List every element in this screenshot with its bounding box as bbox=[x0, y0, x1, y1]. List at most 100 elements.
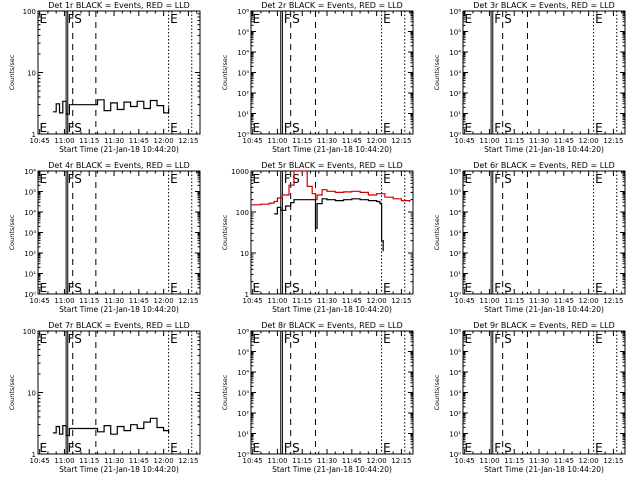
marker-label-bottom: S bbox=[74, 441, 82, 455]
marker-label-top: F bbox=[68, 332, 75, 346]
marker-label-bottom: E bbox=[253, 441, 261, 455]
marker-label-top: E bbox=[253, 12, 261, 26]
marker-label-bottom: E bbox=[465, 121, 473, 135]
x-tick-label: 11:30 bbox=[104, 137, 124, 145]
lld-series-line bbox=[251, 170, 411, 206]
y-tick-label: 10³ bbox=[237, 390, 249, 398]
y-tick-label: 10⁰ bbox=[237, 131, 249, 139]
y-axis-label: Counts/sec bbox=[433, 54, 441, 90]
y-tick-label: 10³ bbox=[24, 230, 36, 238]
marker-label-bottom: F bbox=[284, 281, 291, 295]
x-tick-label: 12:15 bbox=[603, 457, 623, 465]
marker-label-top: F bbox=[68, 12, 75, 26]
panel-title: Det 4r BLACK = Events, RED = LLD bbox=[48, 161, 190, 170]
y-axis-label: Counts/sec bbox=[433, 214, 441, 250]
y-tick-label: 1 bbox=[245, 291, 249, 299]
marker-label-top: E bbox=[170, 332, 178, 346]
x-tick-label: 11:30 bbox=[317, 137, 337, 145]
panel-title: Det 8r BLACK = Events, RED = LLD bbox=[261, 321, 403, 330]
panel-title: Det 2r BLACK = Events, RED = LLD bbox=[261, 1, 403, 10]
y-tick-label: 10¹ bbox=[237, 431, 249, 439]
marker-label-bottom: S bbox=[504, 281, 512, 295]
marker-label-top: E bbox=[170, 12, 178, 26]
marker-label-top: E bbox=[253, 332, 261, 346]
plot-frame bbox=[37, 170, 201, 295]
x-tick-label: 11:15 bbox=[292, 297, 312, 305]
x-tick-label: 11:30 bbox=[529, 457, 549, 465]
marker-label-bottom: E bbox=[383, 441, 391, 455]
y-tick-label: 10³ bbox=[449, 70, 461, 78]
y-tick-label: 10⁰ bbox=[449, 451, 461, 459]
y-axis-label: Counts/sec bbox=[8, 214, 16, 250]
x-tick-label: 12:15 bbox=[603, 137, 623, 145]
y-tick-label: 10⁰ bbox=[24, 291, 36, 299]
marker-label-bottom: F bbox=[494, 281, 501, 295]
plot-frame bbox=[37, 10, 201, 135]
marker-label-top: S bbox=[292, 12, 300, 26]
events-series-line bbox=[52, 417, 170, 437]
marker-label-bottom: E bbox=[40, 121, 48, 135]
x-tick-label: 11:00 bbox=[267, 137, 287, 145]
marker-label-bottom: S bbox=[504, 121, 512, 135]
x-tick-label: 12:15 bbox=[178, 457, 198, 465]
x-tick-label: 11:45 bbox=[342, 137, 362, 145]
x-tick-label: 11:45 bbox=[129, 457, 149, 465]
marker-label-top: S bbox=[74, 172, 82, 186]
marker-label-top: E bbox=[595, 172, 603, 186]
marker-label-bottom: E bbox=[383, 121, 391, 135]
y-tick-label: 10⁵ bbox=[449, 189, 461, 197]
x-tick-label: 10:45 bbox=[30, 457, 50, 465]
marker-label-top: F bbox=[494, 172, 501, 186]
y-tick-label: 100 bbox=[23, 328, 36, 336]
marker-label-bottom: S bbox=[292, 121, 300, 135]
x-tick-label: 10:45 bbox=[455, 297, 475, 305]
x-tick-label: 12:00 bbox=[367, 297, 387, 305]
marker-label-bottom: E bbox=[40, 281, 48, 295]
x-tick-label: 12:00 bbox=[579, 297, 599, 305]
x-tick-label: 11:00 bbox=[479, 137, 499, 145]
x-tick-label: 11:30 bbox=[529, 297, 549, 305]
marker-label-bottom: E bbox=[465, 441, 473, 455]
x-tick-label: 11:15 bbox=[292, 457, 312, 465]
y-tick-label: 10⁵ bbox=[449, 349, 461, 357]
plot-frame bbox=[37, 330, 201, 455]
marker-label-top: F bbox=[68, 172, 75, 186]
x-tick-label: 10:45 bbox=[243, 457, 263, 465]
marker-label-bottom: E bbox=[383, 281, 391, 295]
panel-title: Det 7r BLACK = Events, RED = LLD bbox=[48, 321, 190, 330]
x-tick-label: 11:15 bbox=[79, 297, 99, 305]
y-tick-label: 10⁴ bbox=[237, 369, 249, 377]
x-tick-label: 11:45 bbox=[129, 297, 149, 305]
x-tick-label: 12:00 bbox=[579, 137, 599, 145]
marker-label-top: E bbox=[595, 12, 603, 26]
x-tick-label: 11:15 bbox=[292, 137, 312, 145]
x-tick-label: 12:15 bbox=[178, 297, 198, 305]
y-axis-label: Counts/sec bbox=[433, 374, 441, 410]
y-tick-label: 10³ bbox=[449, 390, 461, 398]
marker-label-top: S bbox=[504, 332, 512, 346]
marker-label-top: S bbox=[74, 12, 82, 26]
y-axis-label: Counts/sec bbox=[8, 374, 16, 410]
marker-label-top: E bbox=[253, 172, 261, 186]
y-tick-label: 1 bbox=[32, 451, 36, 459]
x-axis-label: Start Time (21-Jan-18 10:44:20) bbox=[484, 305, 604, 314]
plot-frame bbox=[462, 170, 626, 295]
y-tick-label: 10¹ bbox=[449, 431, 461, 439]
y-tick-label: 10¹ bbox=[24, 271, 36, 279]
y-tick-label: 10⁶ bbox=[24, 168, 36, 176]
marker-label-top: F bbox=[284, 332, 291, 346]
marker-label-top: E bbox=[383, 172, 391, 186]
panel-title: Det 3r BLACK = Events, RED = LLD bbox=[473, 1, 615, 10]
y-tick-label: 10⁰ bbox=[237, 451, 249, 459]
marker-label-bottom: S bbox=[292, 441, 300, 455]
x-tick-label: 10:45 bbox=[30, 297, 50, 305]
x-tick-label: 10:45 bbox=[243, 297, 263, 305]
x-axis-label: Start Time (21-Jan-18 10:44:20) bbox=[484, 145, 604, 154]
x-tick-label: 11:45 bbox=[129, 137, 149, 145]
x-axis-label: Start Time (21-Jan-18 10:44:20) bbox=[59, 145, 179, 154]
x-tick-label: 12:00 bbox=[579, 457, 599, 465]
y-tick-label: 10⁴ bbox=[237, 49, 249, 57]
x-tick-label: 11:30 bbox=[529, 137, 549, 145]
marker-label-bottom: F bbox=[494, 121, 501, 135]
y-tick-label: 10¹ bbox=[449, 111, 461, 119]
